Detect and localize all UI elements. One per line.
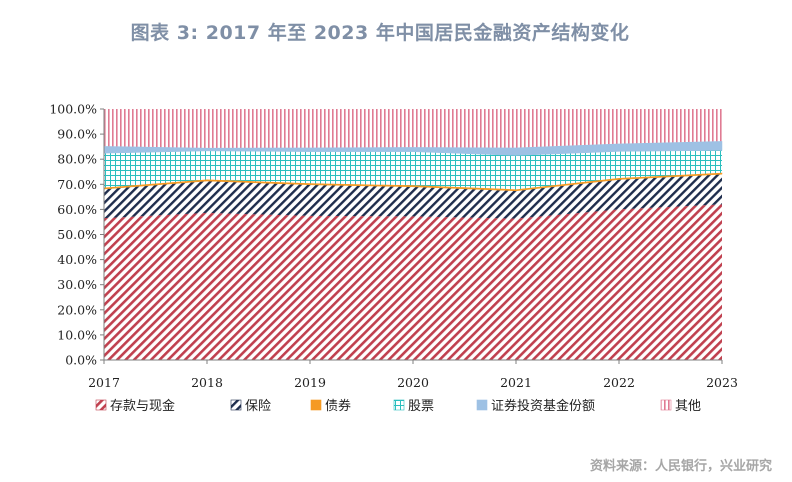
chart-title: 图表 3: 2017 年至 2023 年中国居民金融资产结构变化 — [130, 22, 630, 44]
legend-swatch-5 — [660, 399, 672, 411]
legend-label-0: 存款与现金 — [110, 398, 175, 414]
legend-swatch-4 — [476, 399, 488, 411]
y-tick-label: 40.0% — [57, 252, 97, 267]
y-tick-label: 0.0% — [65, 353, 97, 368]
x-tick-label: 2019 — [294, 375, 326, 390]
x-tick-label: 2020 — [397, 375, 429, 390]
legend-label-5: 其他 — [675, 399, 701, 414]
y-tick-label: 10.0% — [57, 327, 97, 342]
legend-label-3: 股票 — [408, 399, 434, 414]
x-tick-label: 2017 — [88, 375, 120, 390]
legend: 存款与现金 保险 债券 股票 证券投资基金份额 其他 — [95, 398, 701, 414]
y-tick-label: 80.0% — [57, 152, 97, 167]
area-series-3 — [104, 150, 722, 190]
legend-swatch-1 — [230, 399, 242, 411]
area-series-5 — [104, 109, 722, 148]
y-tick-label: 30.0% — [57, 277, 97, 292]
legend-label-1: 保险 — [245, 399, 271, 414]
y-tick-label: 50.0% — [57, 227, 97, 242]
legend-swatch-0 — [95, 399, 107, 411]
series-areas — [103, 109, 723, 360]
source-note: 资料来源：人民银行，兴业研究 — [589, 459, 772, 474]
x-tick-label: 2021 — [500, 375, 532, 390]
legend-swatch-2 — [310, 399, 322, 411]
x-tick-label: 2018 — [191, 375, 223, 390]
y-tick-label: 70.0% — [57, 177, 97, 192]
y-tick-label: 100.0% — [49, 102, 97, 117]
axes: 0.0% 10.0% 20.0% 30.0% 40.0% 50.0% 60.0% 70.0% 8… — [49, 102, 738, 391]
y-tick-label: 90.0% — [57, 127, 97, 142]
x-tick-label: 2022 — [603, 375, 635, 390]
legend-label-4: 证券投资基金份额 — [491, 398, 595, 414]
legend-label-2: 债券 — [325, 398, 351, 414]
area-series-0 — [104, 204, 722, 360]
legend-swatch-3 — [393, 399, 405, 411]
x-tick-label: 2023 — [706, 375, 738, 390]
y-tick-label: 60.0% — [57, 202, 97, 217]
y-tick-label: 20.0% — [57, 302, 97, 317]
